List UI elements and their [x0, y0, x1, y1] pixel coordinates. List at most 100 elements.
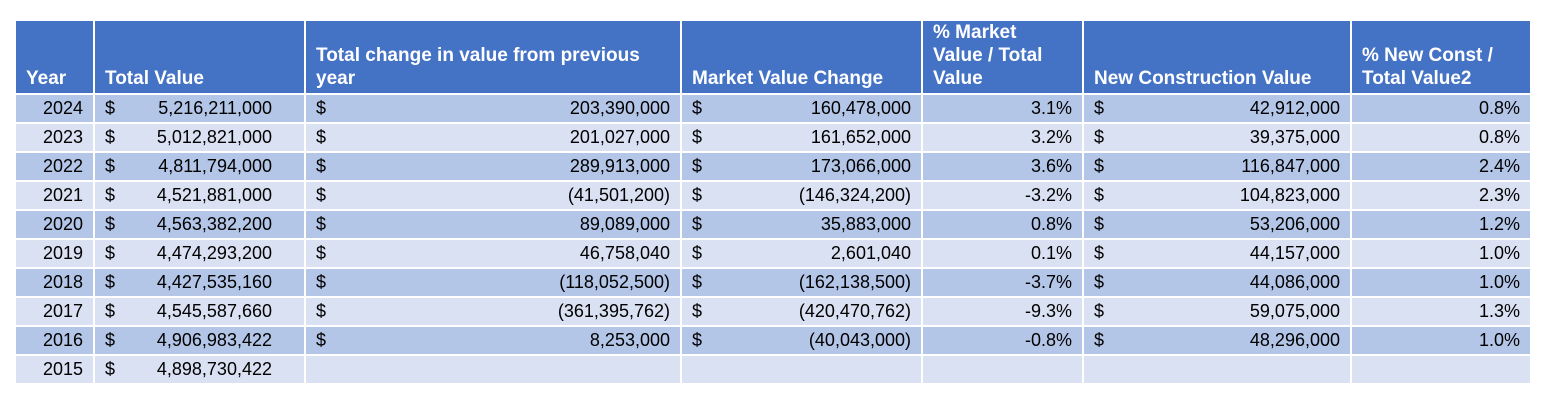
currency-symbol: $	[316, 272, 327, 292]
cell-year: 2021	[16, 180, 95, 210]
cell-market-value-change	[681, 354, 923, 383]
currency-symbol: $	[316, 127, 327, 147]
currency-symbol: $	[105, 243, 116, 263]
cell-market-value-change: $160,478,000	[681, 93, 923, 123]
cell-value: (361,395,762)	[557, 301, 670, 321]
cell-total-value: $5,216,211,000	[94, 93, 306, 123]
currency-symbol: $	[1094, 185, 1105, 205]
cell-total-value: $4,563,382,200	[94, 209, 306, 239]
cell-new-construction: $53,206,000	[1083, 209, 1352, 239]
cell-value: (41,501,200)	[567, 185, 670, 205]
cell-total-value: $4,427,535,160	[94, 267, 306, 297]
cell-value: 4,811,794,000	[158, 156, 272, 176]
currency-symbol: $	[1094, 214, 1105, 234]
cell-value: 4,906,983,422	[156, 330, 272, 350]
cell-pct-new-const	[1351, 354, 1530, 383]
cell-total-change: $ (41,501,200)	[305, 180, 682, 210]
currency-symbol: $	[316, 98, 327, 118]
cell-pct-new-const: 1.2%	[1351, 209, 1530, 239]
cell-market-value-change: $173,066,000	[681, 151, 923, 181]
cell-value: 8,253,000	[589, 330, 670, 350]
cell-value: 4,898,730,422	[156, 359, 272, 379]
cell-value: 201,027,000	[569, 127, 670, 147]
currency-symbol: $	[692, 185, 703, 205]
cell-pct-new-const: 0.8%	[1351, 93, 1530, 123]
currency-symbol: $	[692, 127, 703, 147]
cell-year: 2022	[16, 151, 95, 181]
cell-pct-market: 3.6%	[922, 151, 1084, 181]
cell-new-construction: $42,912,000	[1083, 93, 1352, 123]
cell-pct-new-const: 1.0%	[1351, 325, 1530, 355]
cell-value: (40,043,000)	[808, 330, 911, 350]
cell-total-change: $ (361,395,762)	[305, 296, 682, 326]
cell-year: 2018	[16, 267, 95, 297]
cell-market-value-change: $161,652,000	[681, 122, 923, 152]
cell-pct-market: -3.7%	[922, 267, 1084, 297]
cell-value: 289,913,000	[569, 156, 670, 176]
cell-value: 44,086,000	[1249, 272, 1340, 292]
cell-value: 44,157,000	[1249, 243, 1340, 263]
cell-pct-market: 3.1%	[922, 93, 1084, 123]
header-total-change: Total change in value from previous year	[305, 21, 682, 94]
cell-total-value: $4,474,293,200	[94, 238, 306, 268]
cell-total-value: $4,545,587,660	[94, 296, 306, 326]
cell-pct-new-const: 0.8%	[1351, 122, 1530, 152]
header-total-value: Total Value	[94, 21, 306, 94]
cell-total-change: $46,758,040	[305, 238, 682, 268]
cell-value: 48,296,000	[1249, 330, 1340, 350]
currency-symbol: $	[692, 330, 703, 350]
table-row: 2024 $5,216,211,000 $203,390,000 $160,478,0…	[16, 93, 1530, 123]
cell-pct-new-const: 1.0%	[1351, 238, 1530, 268]
cell-total-value: $4,811,794,000	[94, 151, 306, 181]
cell-total-value: $4,906,983,422	[94, 325, 306, 355]
cell-value: 46,758,040	[579, 243, 670, 263]
cell-year: 2016	[16, 325, 95, 355]
cell-pct-new-const: 1.3%	[1351, 296, 1530, 326]
currency-symbol: $	[105, 330, 116, 350]
header-pct-new-const: % New Const / Total Value2	[1351, 21, 1530, 94]
cell-market-value-change: $ (146,324,200)	[681, 180, 923, 210]
cell-value: 39,375,000	[1249, 127, 1340, 147]
table-row: 2019 $4,474,293,200 $46,758,040 $2,601,040 0…	[16, 238, 1530, 268]
cell-year: 2020	[16, 209, 95, 239]
currency-symbol: $	[316, 243, 327, 263]
currency-symbol: $	[692, 214, 703, 234]
table-row: 2023 $5,012,821,000 $201,027,000 $161,652,0…	[16, 122, 1530, 152]
currency-symbol: $	[692, 272, 703, 292]
currency-symbol: $	[105, 127, 116, 147]
cell-new-construction: $39,375,000	[1083, 122, 1352, 152]
cell-total-change: $201,027,000	[305, 122, 682, 152]
cell-year: 2019	[16, 238, 95, 268]
currency-symbol: $	[105, 185, 116, 205]
cell-pct-new-const: 1.0%	[1351, 267, 1530, 297]
cell-new-construction: $48,296,000	[1083, 325, 1352, 355]
cell-value: 116,847,000	[1241, 156, 1340, 176]
currency-symbol: $	[105, 214, 116, 234]
cell-year: 2023	[16, 122, 95, 152]
cell-pct-new-const: 2.4%	[1351, 151, 1530, 181]
currency-symbol: $	[692, 98, 703, 118]
cell-value: 173,066,000	[810, 156, 911, 176]
currency-symbol: $	[105, 359, 116, 379]
cell-value: 4,545,587,660	[156, 301, 272, 321]
table-row: 2018 $4,427,535,160 $ (118,052,500) $ (162,13…	[16, 267, 1530, 297]
table-row: 2021 $4,521,881,000 $ (41,501,200) $ (146,324…	[16, 180, 1530, 210]
currency-symbol: $	[692, 301, 703, 321]
header-year: Year	[16, 21, 95, 94]
cell-value: 42,912,000	[1249, 98, 1340, 118]
currency-symbol: $	[1094, 98, 1105, 118]
cell-total-change: $203,390,000	[305, 93, 682, 123]
cell-value: 4,563,382,200	[156, 214, 272, 234]
cell-market-value-change: $35,883,000	[681, 209, 923, 239]
currency-symbol: $	[316, 301, 327, 321]
cell-value: 59,075,000	[1249, 301, 1340, 321]
cell-value: 53,206,000	[1249, 214, 1340, 234]
cell-value: 161,652,000	[810, 127, 911, 147]
currency-symbol: $	[692, 156, 703, 176]
cell-market-value-change: $ (420,470,762)	[681, 296, 923, 326]
header-pct-market: % Market Value / Total Value	[922, 21, 1084, 94]
cell-value: 89,089,000	[579, 214, 670, 234]
cell-value: 2,601,040	[830, 243, 911, 263]
cell-total-value: $5,012,821,000	[94, 122, 306, 152]
cell-value: 4,427,535,160	[156, 272, 272, 292]
